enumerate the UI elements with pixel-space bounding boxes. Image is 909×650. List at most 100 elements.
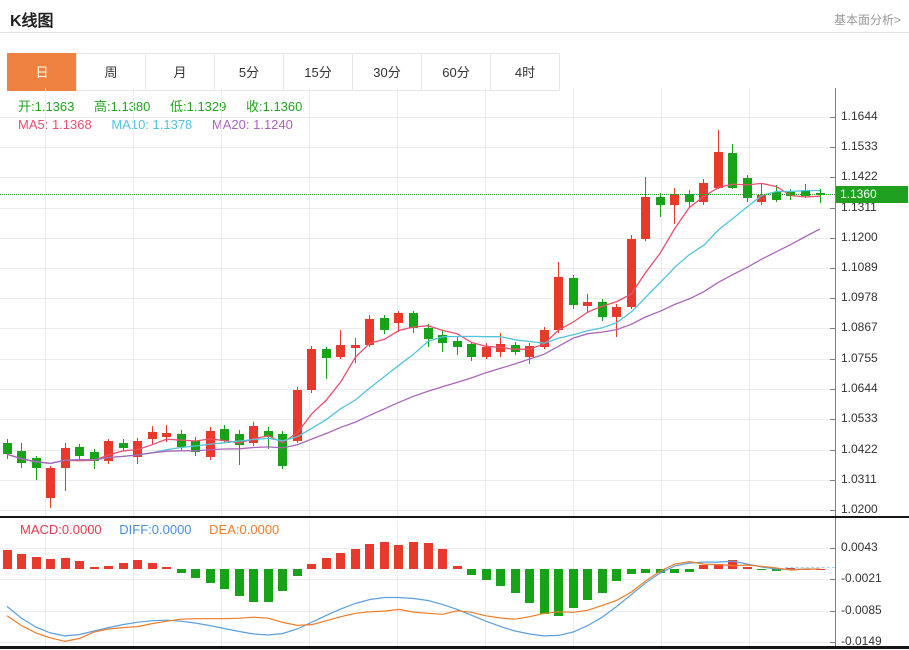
axis-tick-label: -0.0021 <box>841 571 882 586</box>
gridline-h <box>0 298 835 300</box>
candle <box>467 343 477 358</box>
candle <box>438 335 448 343</box>
macd-bar <box>525 569 535 604</box>
tab-month[interactable]: 月 <box>145 53 215 91</box>
current-price-badge: 1.1360 <box>836 186 908 203</box>
panel-separator <box>0 516 909 518</box>
axis-tick-label: 1.1533 <box>841 139 878 154</box>
close-value: 收:1.1360 <box>246 99 303 114</box>
tab-30min[interactable]: 30分 <box>352 53 422 91</box>
candle <box>205 430 215 458</box>
current-price-line <box>0 194 835 195</box>
macd-bar <box>467 569 477 575</box>
candle <box>292 390 302 441</box>
macd-bar <box>800 568 810 570</box>
macd-readout: MACD:0.0000 DIFF:0.0000 DEA:0.0000 <box>20 522 293 537</box>
macd-bar <box>626 569 636 574</box>
axis-tick-label: 1.0422 <box>841 441 878 456</box>
gridline-v <box>397 521 398 646</box>
macd-bar <box>263 569 273 603</box>
candle <box>757 194 767 203</box>
gridline-h <box>0 147 835 149</box>
axis-tick <box>830 449 835 451</box>
candle <box>104 441 114 461</box>
macd-bar <box>46 559 56 569</box>
candle <box>597 302 607 317</box>
tab-60min[interactable]: 60分 <box>421 53 491 91</box>
ohlc-readout: 开:1.1363 高:1.1380 低:1.1329 收:1.1360 <box>18 96 318 115</box>
candle <box>365 319 375 346</box>
fundamental-analysis-link[interactable]: 基本面分析> <box>833 13 901 27</box>
axis-tick-label: 1.0644 <box>841 381 878 396</box>
axis-tick <box>830 298 835 300</box>
axis-tick-label: 1.0978 <box>841 290 878 305</box>
macd-bar <box>307 564 317 569</box>
macd-bar <box>510 569 520 593</box>
candle <box>568 278 578 306</box>
tab-5min[interactable]: 5分 <box>214 53 284 91</box>
candle <box>89 452 99 461</box>
candle <box>670 194 680 206</box>
candle <box>234 433 244 445</box>
gridline-v <box>397 88 398 517</box>
macd-bar <box>321 558 331 569</box>
candle <box>118 442 128 448</box>
gridline-v <box>309 88 310 517</box>
macd-bar <box>452 566 462 569</box>
tab-15min[interactable]: 15分 <box>283 53 353 91</box>
macd-bar <box>292 569 302 577</box>
macd-bar <box>815 569 825 570</box>
tab-4hour[interactable]: 4时 <box>490 53 560 91</box>
candle <box>510 345 520 353</box>
macd-bar <box>583 569 593 600</box>
candle <box>263 431 273 437</box>
gridline-h <box>0 389 835 391</box>
candle <box>713 152 723 189</box>
axis-tick-label: 1.1422 <box>841 169 878 184</box>
ma20-value: MA20: 1.1240 <box>211 117 293 132</box>
axis-tick-label: -0.0149 <box>841 634 882 649</box>
macd-bar <box>539 569 549 615</box>
candle <box>583 302 593 306</box>
axis-tick-label: 1.1089 <box>841 260 878 275</box>
candle <box>2 442 12 455</box>
gridline-h <box>0 642 835 644</box>
gridline-v <box>661 521 662 646</box>
high-value: 高:1.1380 <box>94 99 151 114</box>
candle <box>379 318 389 331</box>
gridline-h <box>0 268 835 270</box>
gridline-h <box>0 510 835 511</box>
candle <box>191 440 201 453</box>
candle-wick <box>267 426 269 449</box>
gridline-v <box>485 521 486 646</box>
candle <box>525 346 535 358</box>
gridline-v <box>45 521 46 646</box>
candle <box>728 152 738 189</box>
tab-week[interactable]: 周 <box>76 53 146 91</box>
macd-bar <box>17 554 27 569</box>
axis-tick-label: 1.0867 <box>841 320 878 335</box>
macd-bar <box>249 569 259 603</box>
open-value: 开:1.1363 <box>18 99 75 114</box>
tab-day[interactable]: 日 <box>7 53 77 91</box>
gridline-h <box>0 207 835 209</box>
macd-bar <box>379 541 389 569</box>
header-divider <box>0 32 909 33</box>
dea-value: DEA:0.0000 <box>209 522 280 537</box>
low-value: 低:1.1329 <box>170 99 227 114</box>
macd-zero-dashline <box>785 567 835 568</box>
ma5-value: MA5: 1.1368 <box>18 117 92 132</box>
macd-bar <box>394 545 404 569</box>
candle-wick <box>354 337 356 364</box>
macd-bar <box>191 569 201 578</box>
gridline-v <box>221 88 222 517</box>
axis-tick-label: 1.1200 <box>841 229 878 244</box>
macd-bar <box>670 569 680 573</box>
axis-tick <box>830 358 835 360</box>
candle <box>46 468 56 499</box>
candle <box>147 431 157 439</box>
axis-tick <box>830 547 835 549</box>
axis-tick-label: 1.0755 <box>841 350 878 365</box>
